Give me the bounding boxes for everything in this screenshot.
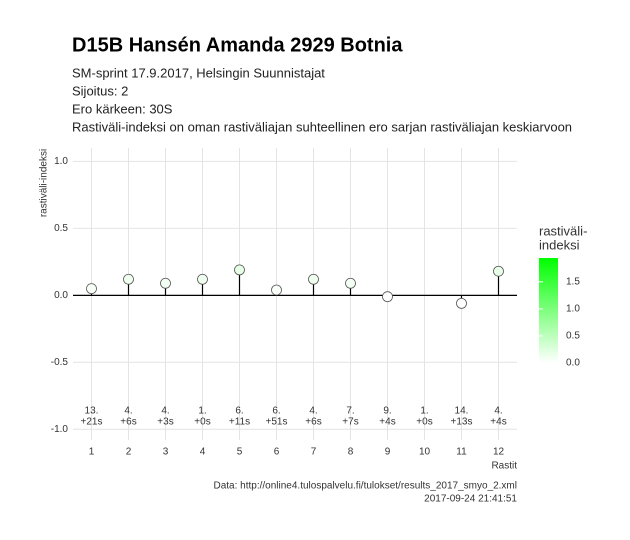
subtitle: Rastiväli-indeksi on oman rastiväliajan … <box>72 119 572 134</box>
rank-label: 4. <box>124 406 132 417</box>
time-label: +13s <box>451 417 473 428</box>
x-tick-label: 11 <box>456 447 467 458</box>
point <box>86 283 97 295</box>
x-tick-label: 12 <box>493 447 505 458</box>
rank-label: 4. <box>494 406 502 417</box>
x-tick-label: 4 <box>200 447 206 458</box>
x-tick-label: 2 <box>126 447 132 458</box>
legend-title: indeksi <box>539 237 580 252</box>
point <box>345 277 356 289</box>
point <box>234 264 245 276</box>
x-tick-label: 9 <box>385 447 391 458</box>
subtitle: Ero kärkeen: 30S <box>72 101 173 116</box>
legend-tick-label: 0.5 <box>566 331 580 342</box>
chart-title: D15B Hansén Amanda 2929 Botnia <box>72 34 403 56</box>
legend-tick-label: 1.5 <box>566 276 580 287</box>
y-tick-label: 1.0 <box>54 156 68 167</box>
y-tick-label: 0.0 <box>54 290 68 301</box>
x-axis-label: Rastit <box>491 461 517 472</box>
rank-label: 1. <box>198 406 206 417</box>
rank-label: 4. <box>309 406 317 417</box>
legend-tick-label: 1.0 <box>566 304 580 315</box>
subtitle: SM-sprint 17.9.2017, Helsingin Suunnista… <box>72 65 325 80</box>
y-tick-label: -0.5 <box>51 357 69 368</box>
x-tick-label: 10 <box>419 447 431 458</box>
x-tick-label: 6 <box>274 447 280 458</box>
x-tick-label: 5 <box>237 447 243 458</box>
rank-label: 9. <box>383 406 391 417</box>
rank-label: 13. <box>85 406 99 417</box>
subtitle: Sijoitus: 2 <box>72 83 128 98</box>
time-label: +3s <box>157 417 173 428</box>
x-tick-label: 8 <box>348 447 354 458</box>
time-label: +6s <box>120 417 136 428</box>
time-label: +21s <box>81 417 103 428</box>
time-label: +7s <box>342 417 358 428</box>
legend-gradient <box>539 258 558 363</box>
caption: 2017-09-24 21:41:51 <box>424 494 517 505</box>
rank-label: 7. <box>346 406 354 417</box>
point <box>123 273 134 285</box>
rank-label: 14. <box>455 406 469 417</box>
y-tick-label: 0.5 <box>54 223 68 234</box>
time-label: +51s <box>266 417 288 428</box>
time-label: +4s <box>490 417 506 428</box>
time-label: +6s <box>305 417 321 428</box>
rank-label: 6. <box>235 406 243 417</box>
time-label: +0s <box>194 417 210 428</box>
y-axis-label: rastiväli-indeksi <box>39 149 50 217</box>
legend-tick-label: 0.0 <box>566 358 580 369</box>
x-tick-label: 7 <box>311 447 317 458</box>
time-label: +11s <box>229 417 250 428</box>
caption: Data: http://online4.tulospalvelu.fi/tul… <box>213 481 517 492</box>
rank-label: 6. <box>272 406 280 417</box>
legend-title: rastiväli- <box>539 223 587 238</box>
rank-label: 4. <box>161 406 169 417</box>
time-label: +4s <box>379 417 395 428</box>
point <box>456 297 467 309</box>
rank-label: 1. <box>420 406 428 417</box>
x-tick-label: 1 <box>89 447 95 458</box>
point <box>308 273 319 285</box>
point <box>271 284 282 296</box>
time-label: +0s <box>416 417 432 428</box>
point <box>160 277 171 289</box>
y-tick-label: -1.0 <box>51 424 69 435</box>
point <box>197 273 208 285</box>
point <box>493 265 504 277</box>
x-tick-label: 3 <box>163 447 169 458</box>
point <box>382 291 393 303</box>
